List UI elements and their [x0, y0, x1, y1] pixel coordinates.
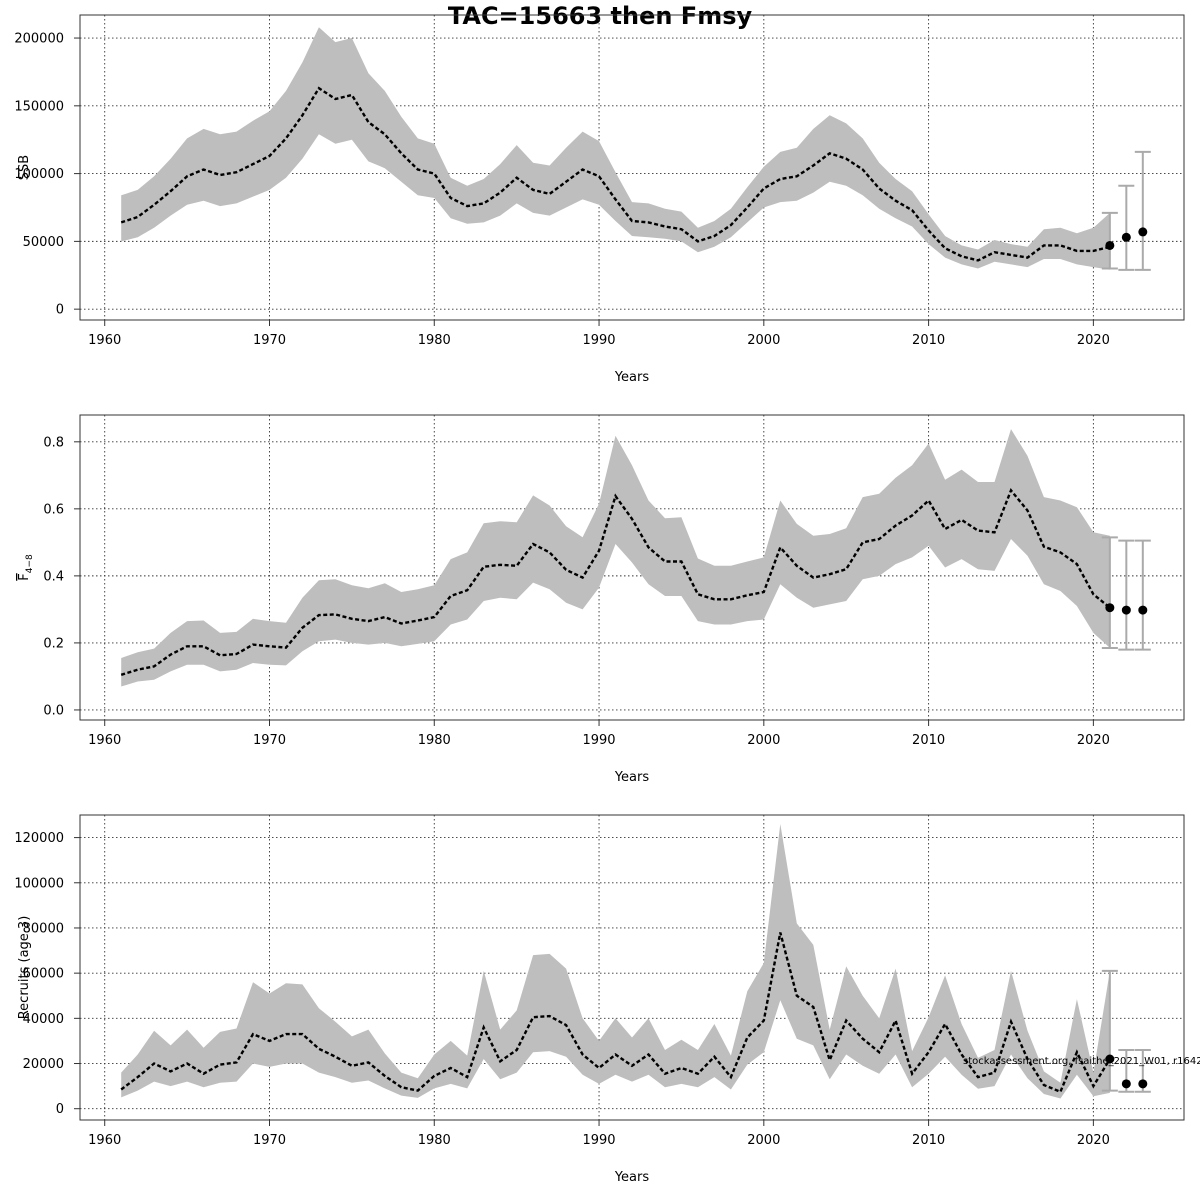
plot-frame: [79, 814, 1185, 1121]
panels: 1960 1970 1980 1990 2000 2010 2020 0 50000 100000…: [14, 14, 1185, 1185]
y-tick-label: 150000: [14, 99, 64, 114]
y-tick-label: 120000: [14, 831, 64, 846]
x-axis-title: Years: [614, 1170, 650, 1185]
y-axis-title: SSB: [17, 155, 32, 180]
x-tick-label: 1970: [253, 733, 286, 748]
x-tick-label: 1970: [253, 333, 286, 348]
y-tick-label: 200000: [14, 32, 64, 47]
x-tick-label: 1990: [582, 333, 615, 348]
x-axis-title: Years: [614, 770, 650, 785]
panel-3: 1960 1970 1980 1990 2000 2010 2020 0 20000 40000 6…: [14, 814, 1185, 1185]
chart-title: TAC=15663 then Fmsy: [448, 2, 753, 30]
y-tick-label: 0.0: [43, 703, 64, 718]
watermark-label: stockassessment.org, fsaithe_2021_W01, r…: [963, 1056, 1200, 1067]
y-tick-label: 80000: [23, 921, 64, 936]
estimate-line: [120, 86, 1111, 262]
forecast-point: [1138, 1079, 1148, 1089]
x-tick-label: 1970: [253, 1133, 286, 1148]
forecast-point: [1105, 1054, 1115, 1064]
forecast-point: [1121, 605, 1131, 615]
x-tick-label: 2020: [1077, 1133, 1110, 1148]
x-tick-label: 1960: [88, 333, 121, 348]
y-tick-label: 100000: [14, 167, 64, 182]
x-tick-label: 1960: [88, 733, 121, 748]
forecast-point: [1105, 603, 1115, 613]
forecast-point: [1121, 232, 1131, 242]
forecast-point: [1138, 227, 1148, 237]
x-tick-label: 2000: [747, 1133, 780, 1148]
y-tick-label: 20000: [23, 1057, 64, 1072]
forecast-point: [1105, 240, 1115, 250]
x-tick-label: 2000: [747, 333, 780, 348]
confidence-band: [121, 824, 1110, 1099]
forecast-point: [1138, 605, 1148, 615]
x-axis-title: Years: [614, 370, 650, 385]
y-axis-title: F4−8: [17, 554, 35, 581]
x-tick-label: 1980: [418, 1133, 451, 1148]
y-tick-label: 50000: [23, 235, 64, 250]
x-tick-label: 1960: [88, 1133, 121, 1148]
y-axis-title: Recruits (age 3): [17, 916, 32, 1020]
y-tick-label: 0.6: [43, 502, 64, 517]
x-tick-label: 1980: [418, 333, 451, 348]
y-tick-label: 0.8: [43, 435, 64, 450]
y-tick-label: 60000: [23, 967, 64, 982]
panel-1: 1960 1970 1980 1990 2000 2010 2020 0 50000 100000…: [14, 14, 1185, 385]
x-tick-label: 1990: [582, 1133, 615, 1148]
forecast-point: [1121, 1079, 1131, 1089]
y-tick-label: 0: [56, 1102, 64, 1117]
x-tick-label: 1990: [582, 733, 615, 748]
x-tick-label: 2010: [912, 333, 945, 348]
estimate-line: [120, 488, 1111, 676]
estimate-line: [120, 932, 1111, 1094]
x-tick-label: 2010: [912, 1133, 945, 1148]
y-tick-label: 0.2: [43, 636, 64, 651]
x-tick-label: 2000: [747, 733, 780, 748]
x-tick-label: 2020: [1077, 733, 1110, 748]
y-tick-label: 100000: [14, 876, 64, 891]
confidence-band: [121, 27, 1110, 270]
x-tick-label: 1980: [418, 733, 451, 748]
y-tick-label: 0.4: [43, 569, 64, 584]
plot-frame: [79, 14, 1185, 321]
y-tick-label: 0: [56, 303, 64, 318]
y-tick-label: 40000: [23, 1012, 64, 1027]
x-tick-label: 2020: [1077, 333, 1110, 348]
plot-frame: [79, 414, 1185, 721]
x-tick-label: 2010: [912, 733, 945, 748]
panel-2: 1960 1970 1980 1990 2000 2010 2020 0.0 0.2 0.4 0.6…: [17, 414, 1185, 785]
